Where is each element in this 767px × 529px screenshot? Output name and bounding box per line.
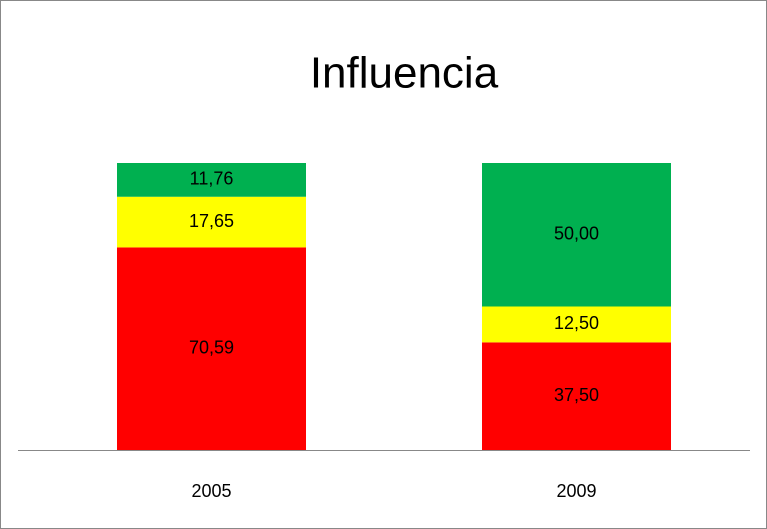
x-tick-label: 2005 (191, 481, 231, 501)
bar-segment (117, 196, 306, 248)
chart-title: Influencia (310, 49, 499, 98)
data-label: 50,00 (554, 224, 599, 244)
bar-segment (117, 163, 306, 197)
bar-segment (117, 247, 306, 450)
bar-segment (482, 163, 671, 307)
data-label: 12,50 (554, 313, 599, 333)
bar-segment (482, 306, 671, 343)
data-label: 11,76 (190, 169, 234, 189)
data-label: 70,59 (189, 337, 234, 357)
data-label: 17,65 (189, 211, 234, 231)
data-label: 37,50 (554, 385, 599, 405)
x-tick-label: 2009 (556, 481, 596, 501)
bar-segment (482, 342, 671, 450)
